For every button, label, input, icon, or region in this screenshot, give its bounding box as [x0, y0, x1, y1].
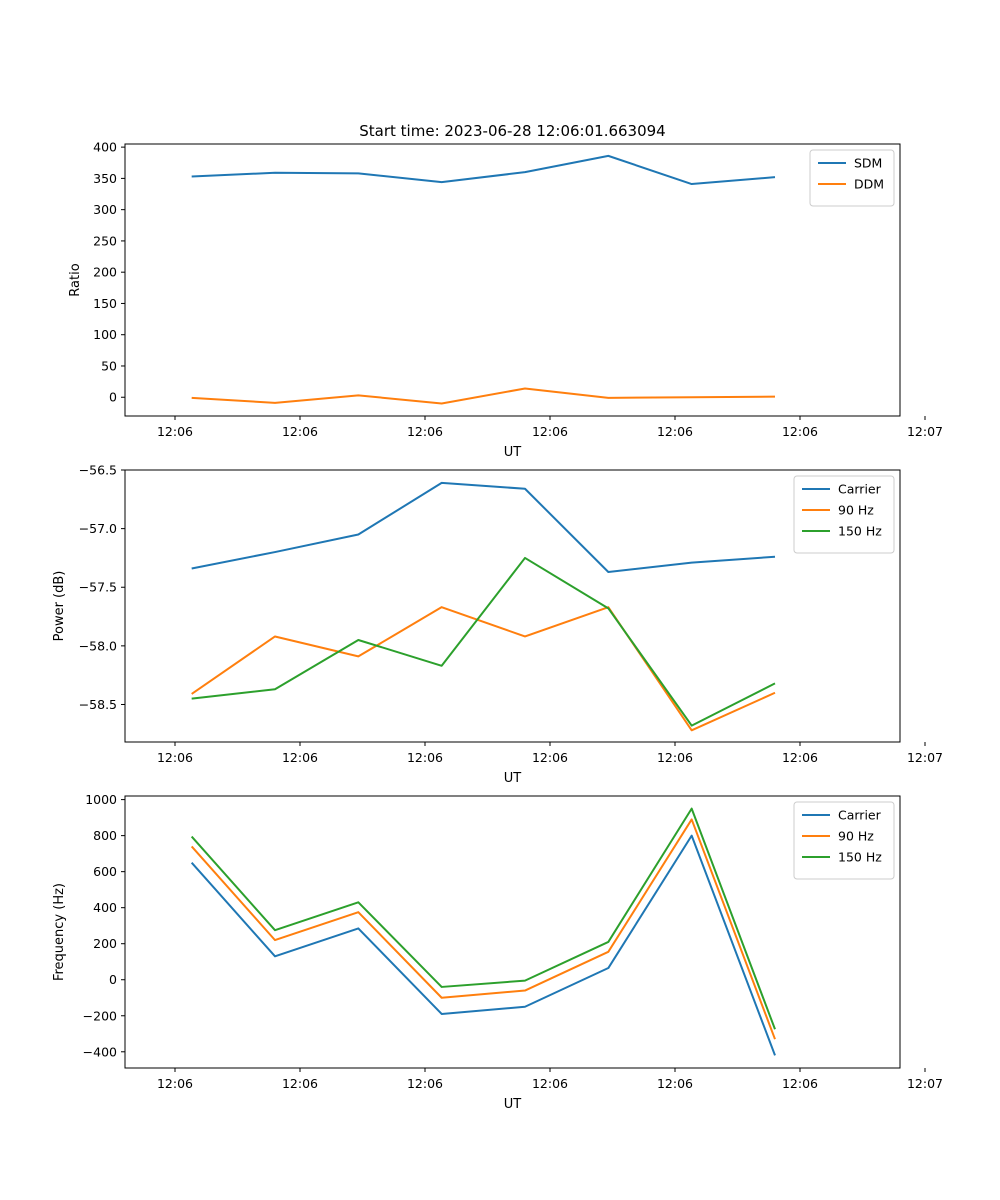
x-axis-label: UT	[504, 445, 522, 460]
series-line-2	[190, 807, 776, 1030]
y-tick-label: 50	[101, 358, 117, 373]
x-tick-label: 12:06	[782, 1076, 818, 1091]
x-tick-label: 12:06	[282, 1076, 318, 1091]
x-tick-label: 12:06	[657, 424, 693, 439]
legend: Carrier 90 Hz 150 Hz	[793, 475, 895, 554]
x-tick-label: 12:06	[532, 1076, 568, 1091]
power-subplot: 12:06 12:06 12:06 12:06 12:06 12:06 12:07 −56.5…	[52, 463, 943, 787]
y-tick-label: 0	[109, 972, 117, 987]
y-tick-label: −400	[83, 1044, 117, 1059]
y-tick-label: −56.5	[79, 463, 117, 478]
y-tick-label: 200	[93, 936, 117, 951]
x-tick-label: 12:06	[782, 750, 818, 765]
y-tick-label: 350	[93, 171, 117, 186]
y-tick-label: −58.0	[79, 638, 117, 653]
x-tick-label: 12:06	[157, 1076, 193, 1091]
series-line-0	[190, 834, 776, 1056]
y-tick-label: 300	[93, 202, 117, 217]
series-line-1	[191, 387, 776, 405]
legend-label: 150 Hz	[838, 524, 882, 539]
y-tick-label: 100	[93, 327, 117, 342]
y-axis-label: Frequency (Hz)	[52, 883, 67, 981]
legend: SDM DDM	[809, 149, 895, 207]
x-tick-label: 12:06	[282, 424, 318, 439]
y-tick-label: 0	[109, 390, 117, 405]
series-line-0	[191, 481, 776, 573]
legend-box	[793, 475, 895, 554]
legend-label: DDM	[854, 177, 884, 192]
y-tick-label: −57.0	[79, 521, 117, 536]
x-tick-label: 12:07	[907, 750, 943, 765]
y-tick-label: 150	[93, 296, 117, 311]
y-tick-label: 200	[93, 265, 117, 280]
legend-label: Carrier	[838, 808, 882, 823]
x-tick-label: 12:06	[657, 1076, 693, 1091]
y-tick-label: 400	[93, 140, 117, 155]
axes-frame	[124, 795, 901, 1069]
x-tick-label: 12:07	[907, 1076, 943, 1091]
legend-label: 90 Hz	[838, 829, 874, 844]
y-tick-label: 600	[93, 864, 117, 879]
series-line-1	[191, 606, 776, 732]
y-tick-label: −57.5	[79, 580, 117, 595]
series-line-0	[191, 154, 776, 186]
legend-label: 90 Hz	[838, 503, 874, 518]
y-tick-label: 250	[93, 233, 117, 248]
x-axis-label: UT	[504, 1097, 522, 1112]
axes-frame	[124, 469, 901, 743]
legend-label: 150 Hz	[838, 850, 882, 865]
x-tick-label: 12:06	[532, 750, 568, 765]
x-tick-label: 12:06	[407, 1076, 443, 1091]
x-tick-label: 12:06	[407, 424, 443, 439]
y-axis-label: Power (dB)	[52, 571, 67, 642]
x-axis-label: UT	[504, 771, 522, 786]
legend-label: Carrier	[838, 482, 882, 497]
x-tick-label: 12:06	[782, 424, 818, 439]
x-tick-label: 12:06	[157, 424, 193, 439]
frequency-subplot: 12:06 12:06 12:06 12:06 12:06 12:06 12:07 1000 8…	[52, 792, 943, 1112]
x-tick-label: 12:06	[407, 750, 443, 765]
figure-title: Start time: 2023-06-28 12:06:01.663094	[359, 122, 665, 140]
legend: Carrier 90 Hz 150 Hz	[793, 801, 895, 880]
series-line-2	[191, 556, 776, 727]
y-tick-label: −200	[83, 1008, 117, 1023]
ratio-subplot: 12:06 12:06 12:06 12:06 12:06 12:06 12:07 0 50 10…	[68, 140, 943, 460]
series-line-1	[190, 818, 776, 1040]
y-axis-label: Ratio	[68, 263, 83, 296]
y-tick-label: −58.5	[79, 697, 117, 712]
x-tick-label: 12:06	[157, 750, 193, 765]
legend-label: SDM	[854, 156, 882, 171]
axes-frame	[124, 143, 901, 417]
y-tick-label: 400	[93, 900, 117, 915]
x-tick-label: 12:06	[282, 750, 318, 765]
x-tick-label: 12:07	[907, 424, 943, 439]
y-tick-label: 800	[93, 828, 117, 843]
y-tick-label: 1000	[85, 792, 117, 807]
x-tick-label: 12:06	[532, 424, 568, 439]
legend-box	[793, 801, 895, 880]
x-tick-label: 12:06	[657, 750, 693, 765]
